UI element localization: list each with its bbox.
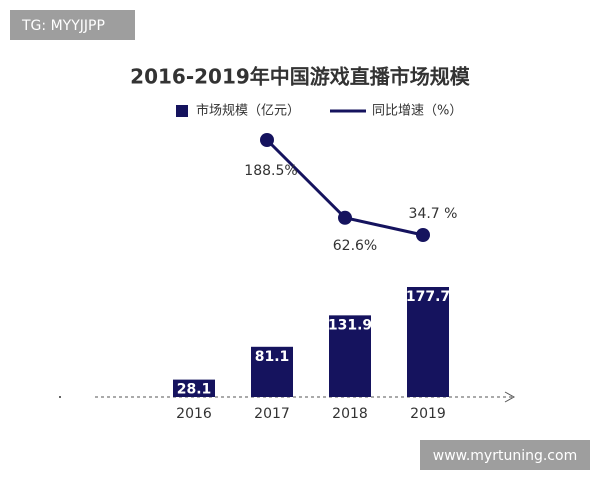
- dot: [59, 396, 61, 398]
- data-label: 81.1: [255, 349, 290, 365]
- x-tick-label: 2019: [410, 406, 446, 422]
- bar: [173, 379, 215, 397]
- watermark-box: [10, 10, 135, 40]
- data-label: 34.7 %: [409, 206, 458, 222]
- data-label: 177.7: [406, 289, 450, 305]
- line-point: [338, 210, 352, 225]
- x-tick-label: 2018: [332, 406, 368, 422]
- line-point: [260, 133, 274, 147]
- bar: [251, 346, 293, 397]
- watermark: TG: MYYJJPP: [21, 18, 105, 34]
- line-point: [416, 228, 430, 242]
- data-label: 62.6%: [333, 238, 377, 254]
- data-label: 188.5%: [244, 163, 297, 179]
- data-label: 131.9: [328, 317, 372, 333]
- chart-title: 2016-2019年中国游戏直播市场规模: [130, 65, 471, 89]
- data-label: 28.1: [177, 382, 212, 398]
- bar: [329, 315, 371, 397]
- x-tick-label: 2017: [254, 406, 290, 422]
- legend-swatch: [176, 105, 188, 117]
- axis-arrow: [504, 391, 516, 403]
- x-tick-label: 2016: [176, 406, 212, 422]
- legend-label: 市场规模（亿元）: [196, 103, 300, 119]
- bar: [407, 287, 449, 397]
- watermark: www.myrtuning.com: [433, 448, 577, 464]
- watermark-box: [420, 440, 590, 470]
- legend-label: 同比增速（%）: [372, 104, 462, 119]
